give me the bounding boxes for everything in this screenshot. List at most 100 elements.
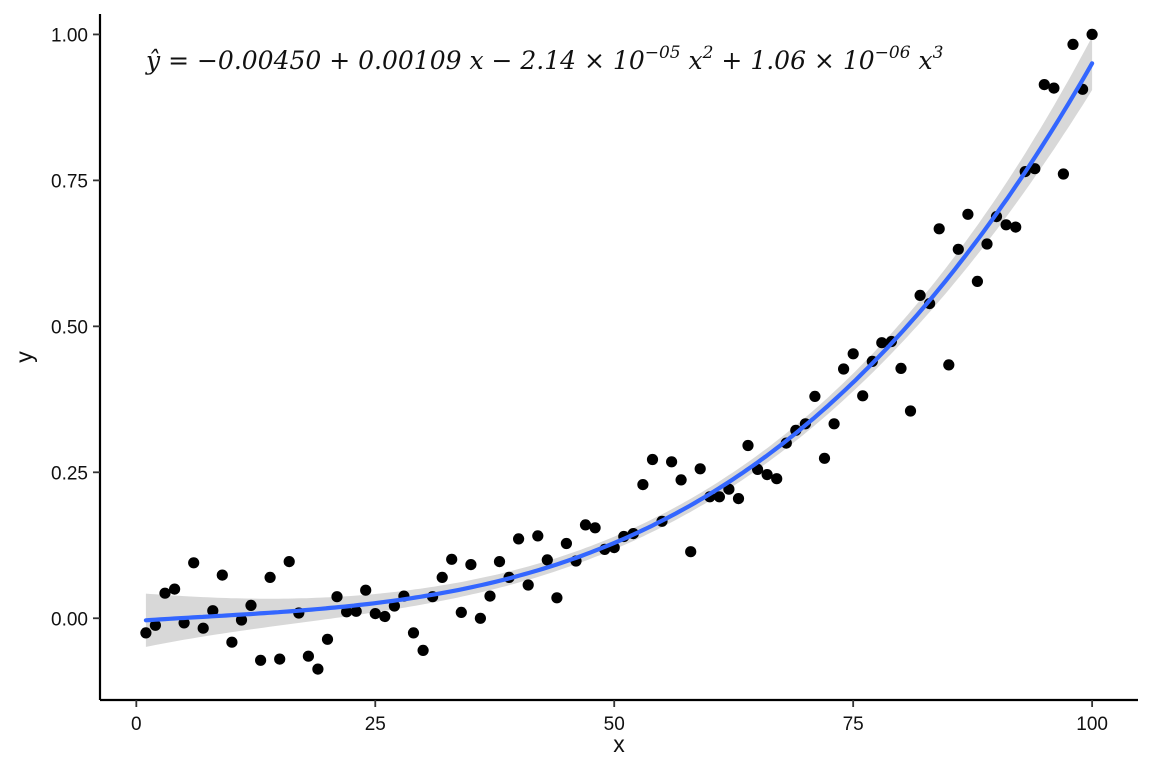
y-axis-title: y [11, 351, 37, 363]
x-tick-label: 75 [843, 714, 864, 735]
data-point [895, 362, 907, 374]
data-point [723, 483, 735, 495]
y-tick-label: 0.00 [51, 609, 88, 630]
data-point [455, 606, 467, 619]
data-point [589, 522, 601, 534]
data-point [283, 556, 295, 568]
data-point [637, 479, 649, 491]
data-point [981, 238, 993, 250]
y-tick-label: 0.75 [51, 171, 88, 192]
x-tick-label: 50 [604, 714, 625, 735]
data-point [235, 614, 248, 626]
data-point [264, 571, 276, 584]
data-point [255, 654, 267, 666]
data-point [312, 663, 324, 675]
data-point [857, 390, 869, 402]
data-point [675, 474, 687, 486]
data-point [245, 599, 257, 612]
confidence-band [145, 36, 1093, 647]
data-point [369, 608, 381, 620]
data-point [666, 456, 678, 468]
data-point [149, 619, 161, 631]
equation-term: ŷ = −0.00450 + 0.00109 x − 2.14 × 10 [145, 46, 645, 75]
equation-exponent: 3 [933, 43, 944, 63]
data-point [933, 223, 945, 235]
equation-exponent: −06 [875, 43, 911, 63]
data-point [465, 559, 477, 571]
data-point [646, 453, 659, 466]
data-point [742, 439, 754, 452]
data-point [379, 610, 391, 623]
data-point [962, 208, 974, 220]
data-point [551, 592, 563, 604]
data-point [226, 636, 238, 648]
equation-exponent: 2 [702, 43, 714, 63]
data-point [197, 622, 209, 634]
data-point [1067, 38, 1079, 51]
data-point [1086, 28, 1098, 40]
data-point [541, 554, 553, 566]
data-point [436, 571, 448, 584]
data-point [761, 469, 773, 481]
data-point [484, 590, 496, 602]
data-point [943, 359, 955, 371]
data-point [169, 583, 181, 595]
data-point [560, 537, 573, 550]
data-point [446, 553, 458, 565]
y-tick-label: 0.25 [51, 463, 88, 484]
data-point [1038, 79, 1050, 91]
x-tick-label: 100 [1076, 714, 1108, 735]
equation-term: + 1.06 × 10 [713, 46, 874, 75]
data-point [159, 587, 171, 599]
data-point [532, 530, 544, 542]
data-point [1029, 163, 1041, 175]
data-point [828, 418, 840, 430]
x-axis-title: x [613, 731, 625, 757]
equation-term: x [681, 46, 703, 75]
data-point [732, 493, 745, 505]
data-point [952, 243, 964, 255]
data-point [847, 348, 859, 360]
data-point [838, 363, 850, 375]
data-point [350, 605, 362, 617]
data-point [331, 591, 343, 603]
data-point [818, 452, 831, 464]
y-tick-label: 1.00 [51, 25, 88, 46]
data-point [914, 289, 926, 301]
data-point [140, 627, 152, 639]
data-point [493, 556, 506, 568]
axes-layer: 0 25 50 75 100 0.00 0.25 0.50 0.75 1.00 x y [11, 14, 1138, 757]
data-point [771, 473, 783, 485]
fit-line [143, 61, 1095, 623]
data-point [1057, 168, 1069, 180]
equation-exponent: −05 [645, 43, 681, 63]
data-point [1048, 82, 1060, 94]
data-point [321, 633, 334, 645]
x-tick-label: 0 [131, 714, 142, 735]
data-point [360, 584, 372, 596]
data-point [522, 579, 534, 591]
data-point [207, 605, 219, 617]
data-point [579, 519, 592, 531]
data-point [685, 546, 697, 558]
data-point [188, 557, 200, 569]
x-tick-label: 25 [365, 714, 386, 735]
data-point [341, 606, 353, 618]
data-point [407, 627, 420, 639]
regression-equation: ŷ = −0.00450 + 0.00109 x − 2.14 × 10−05 … [145, 43, 943, 75]
data-point [417, 644, 429, 657]
data-point [274, 653, 286, 665]
data-point [1010, 221, 1022, 233]
data-point [513, 533, 525, 545]
y-tick-label: 0.50 [51, 317, 88, 338]
equation-term: x [911, 46, 933, 75]
scatter-points-layer [140, 28, 1098, 675]
data-point [713, 491, 726, 503]
data-point [302, 650, 314, 662]
data-point [809, 390, 821, 402]
data-point [904, 405, 917, 417]
data-point [1000, 219, 1012, 231]
fit-line-layer [143, 61, 1095, 623]
data-point [876, 337, 888, 349]
